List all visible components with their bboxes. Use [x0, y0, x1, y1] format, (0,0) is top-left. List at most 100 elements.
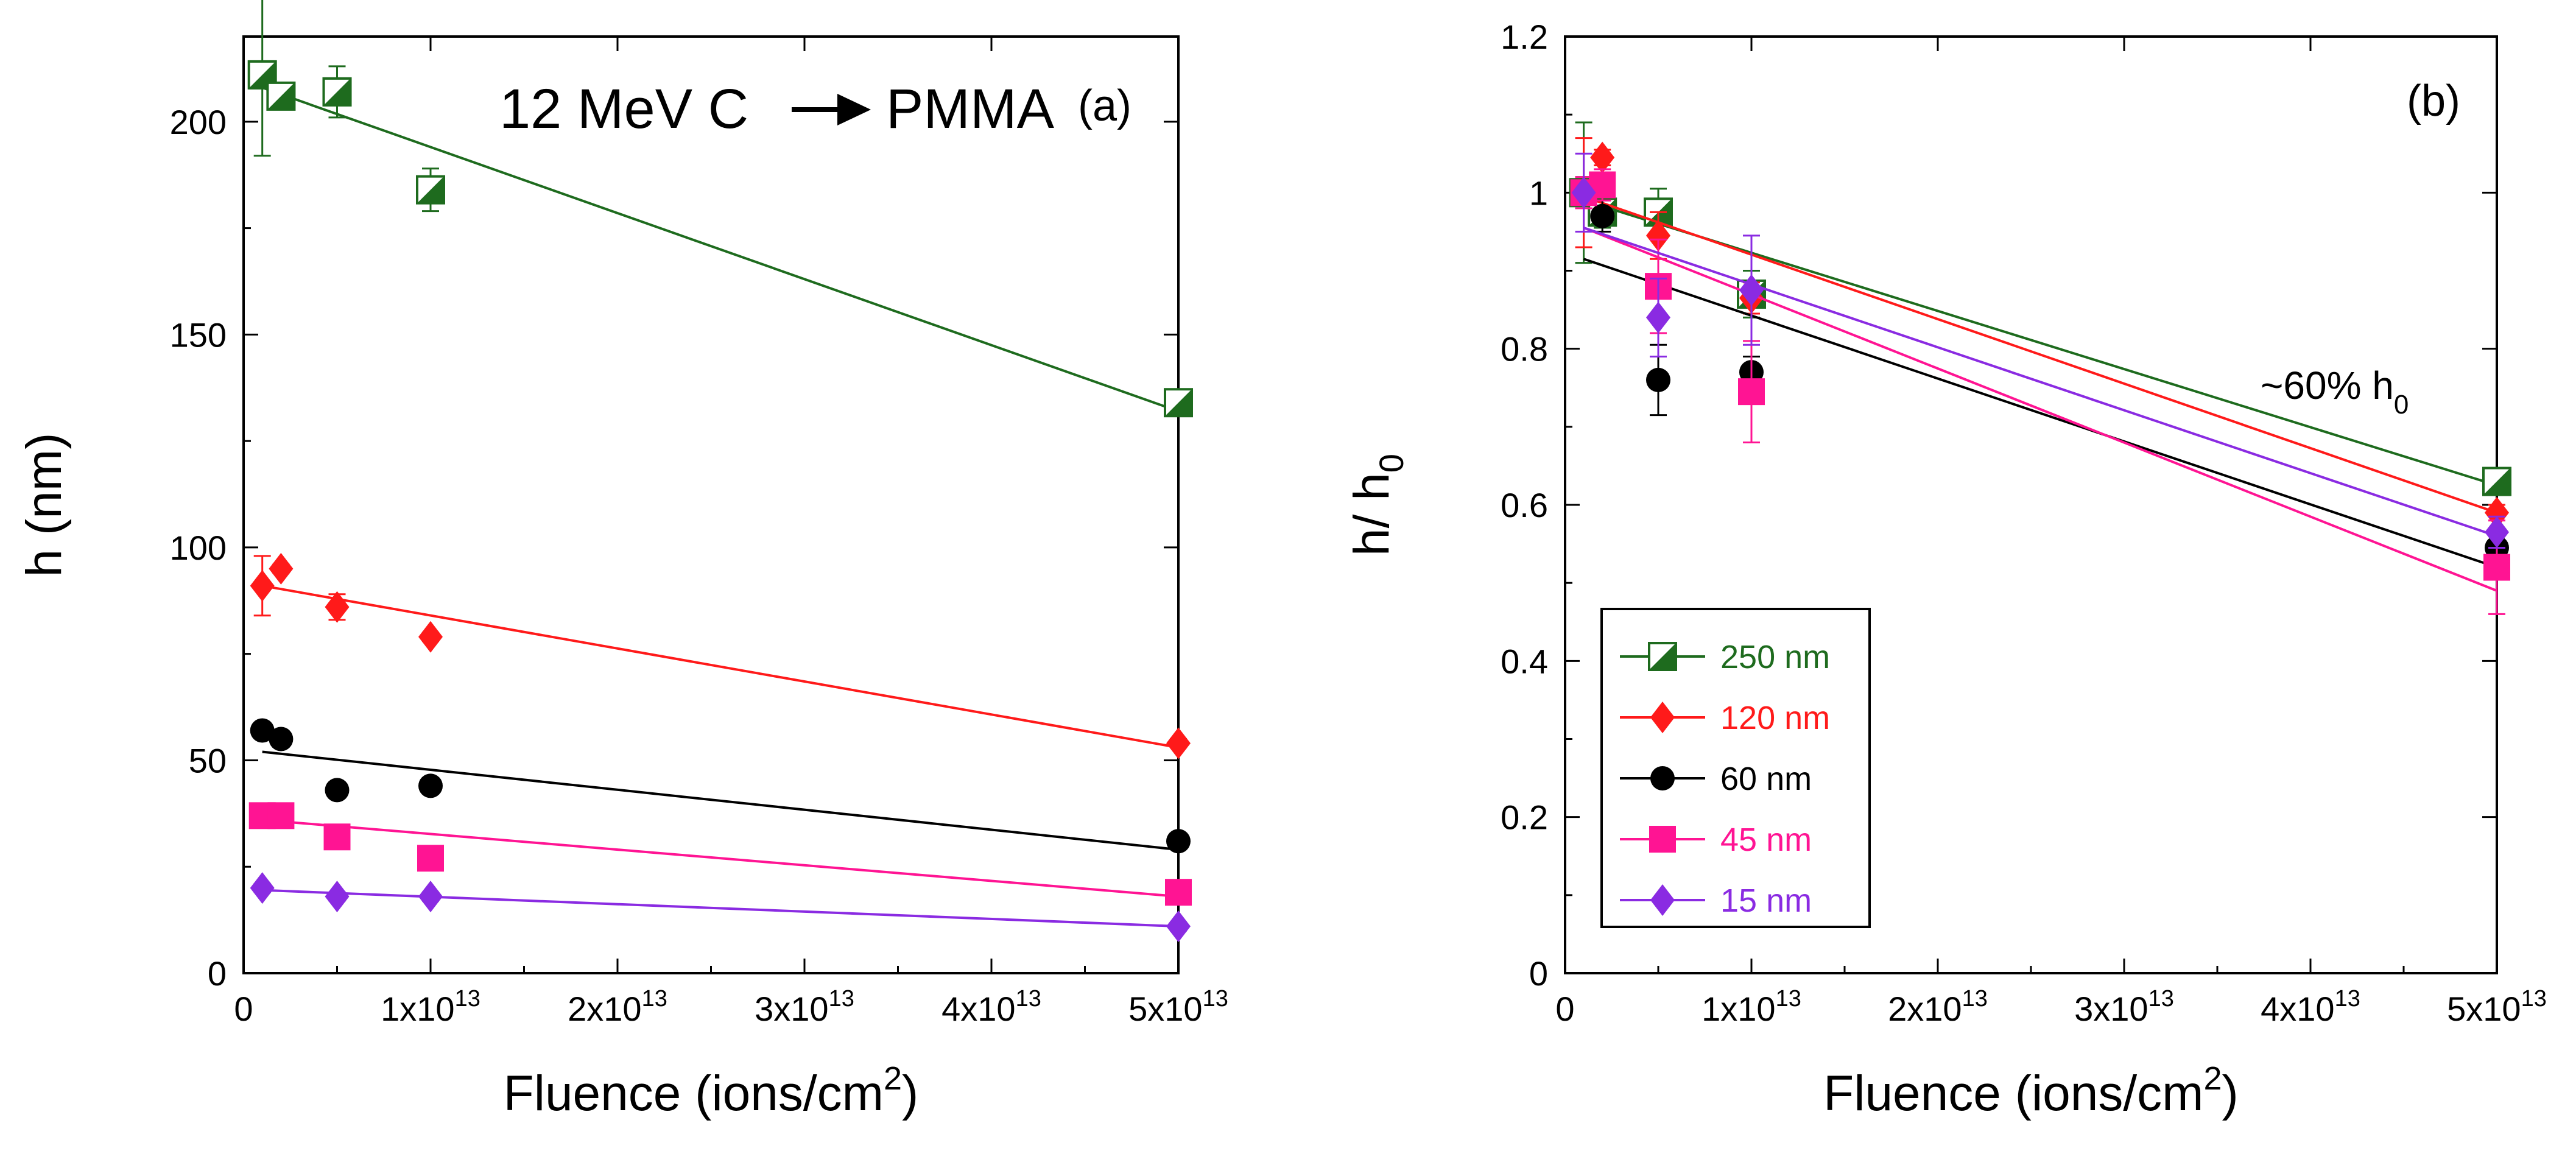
series-120-nm [250, 552, 1191, 759]
legend-item-45-nm: 45 nm [1620, 822, 1812, 858]
data-point [1738, 378, 1765, 406]
legend-box [1600, 608, 1871, 928]
legend-marker [1649, 826, 1676, 853]
data-point [2483, 554, 2510, 581]
data-point [1646, 367, 1670, 392]
data-point [250, 718, 275, 743]
y-tick-label: 0 [208, 954, 227, 993]
y-tick-label: 0.2 [1501, 798, 1548, 837]
x-tick-label: 4x1013 [2261, 986, 2360, 1028]
data-point [1166, 829, 1191, 854]
y-tick-label: 0.4 [1501, 642, 1548, 680]
fit-line [262, 750, 1179, 851]
data-point [325, 591, 350, 623]
plot-frame [242, 35, 1180, 974]
y-tick-label: 50 [189, 741, 227, 780]
annotation-suffix: PMMA [886, 78, 1055, 140]
x-tick-label: 5x1013 [1128, 986, 1228, 1028]
data-point [1590, 141, 1615, 174]
y-tick-label: 0 [1529, 954, 1548, 993]
data-point [418, 881, 443, 913]
data-point [1166, 910, 1191, 943]
data-point [1590, 203, 1615, 228]
x-axis-title: Fluence (ions/cm2) [1823, 1060, 2239, 1121]
legend-marker [1650, 766, 1675, 790]
data-point [323, 823, 351, 851]
data-point [267, 802, 295, 829]
x-tick-label: 1x1013 [1701, 986, 1801, 1028]
chart-panel-b: 0 1x1013 2x1013 3x1013 4x1013 5x1013 0 0.2 0.4 0.… [1344, 18, 2547, 1121]
series-250-nm [247, 0, 1193, 418]
series-250-nm [1569, 121, 2511, 496]
legend-label: 250 nm [1720, 639, 1830, 675]
legend-item-250-nm: 250 nm [1620, 639, 1830, 675]
x-tick-label: 0 [1555, 990, 1574, 1028]
data-point [1166, 727, 1191, 759]
data-point [2482, 466, 2511, 496]
legend-label: 15 nm [1720, 882, 1812, 919]
data-point [325, 881, 350, 913]
data-point [250, 872, 275, 904]
fit-line [1583, 199, 2497, 487]
fit-line [262, 86, 1179, 413]
data-point [269, 552, 294, 585]
annotation: 12 MeV C PMMA [499, 78, 1055, 140]
annotation-prefix: 12 MeV C [499, 78, 748, 140]
data-point [418, 621, 443, 653]
legend-item-120-nm: 120 nm [1620, 700, 1830, 736]
data-point [269, 727, 294, 751]
annotation: ~60% h0 [2261, 364, 2409, 420]
legend-marker [1650, 884, 1675, 916]
y-tick-label: 200 [170, 103, 227, 141]
series-45-nm [248, 802, 1192, 906]
x-tick-label: 4x1013 [941, 986, 1041, 1028]
x-tick-label: 5x1013 [2447, 986, 2547, 1028]
x-tick-label: 2x1013 [568, 986, 667, 1028]
fit-line [1583, 258, 2497, 569]
arrow-head [837, 94, 871, 125]
panel-label: (a) [1078, 82, 1131, 130]
x-tick-label: 3x1013 [755, 986, 854, 1028]
y-tick-label: 100 [170, 529, 227, 567]
y-tick-label: 1.2 [1501, 18, 1548, 56]
legend-item-60-nm: 60 nm [1620, 761, 1812, 797]
series-120-nm [1571, 137, 2509, 529]
data-point [250, 569, 275, 602]
legend-label: 120 nm [1720, 700, 1830, 736]
x-tick-label: 3x1013 [2074, 986, 2174, 1028]
fit-line [1583, 227, 2497, 592]
chart-panel-a: 0 1x1013 2x1013 3x1013 4x1013 5x1013 0 50 100 150… [16, 0, 1228, 1121]
series-15-nm [1571, 152, 2509, 549]
y-tick-label: 0.6 [1501, 486, 1548, 524]
data-point [2485, 516, 2509, 548]
y-tick-label: 0.8 [1501, 330, 1548, 368]
fit-line [262, 889, 1179, 928]
data-point [417, 845, 444, 872]
data-point [1646, 219, 1670, 252]
fit-line [1583, 227, 2497, 538]
data-point [416, 175, 445, 205]
legend-label: 45 nm [1720, 822, 1812, 858]
x-tick-label: 2x1013 [1888, 986, 1988, 1028]
data-point [1739, 274, 1764, 306]
legend: 250 nm 120 nm 60 nm 45 nm 15 nm [1600, 608, 1871, 928]
series-15-nm [250, 872, 1191, 943]
fit-line [1583, 195, 2497, 514]
y-tick-label: 1 [1529, 174, 1548, 212]
y-axis-title: h (nm) [16, 433, 72, 577]
data-point [418, 773, 443, 798]
y-axis-title: h/ h0 [1344, 454, 1410, 556]
data-point [322, 77, 352, 107]
data-point [1646, 301, 1670, 334]
data-point [325, 778, 350, 803]
x-axis-title: Fluence (ions/cm2) [504, 1060, 919, 1121]
series-60-nm [250, 718, 1191, 854]
legend-marker [1648, 642, 1677, 671]
legend-label: 60 nm [1720, 761, 1812, 797]
fit-line [262, 584, 1179, 749]
fit-line [262, 818, 1179, 898]
x-tick-label: 0 [234, 990, 253, 1028]
panel-label: (b) [2407, 77, 2460, 125]
data-point [266, 81, 296, 111]
